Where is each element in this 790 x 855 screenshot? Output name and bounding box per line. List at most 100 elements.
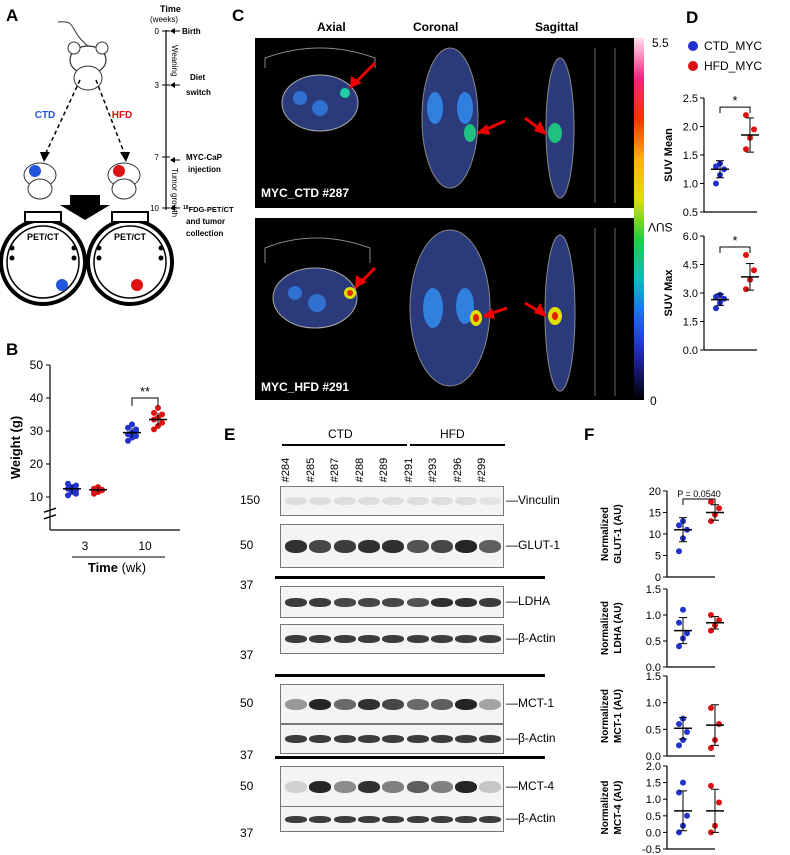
- y-tick-label: 20: [30, 457, 44, 471]
- blot-protein-label: —LDHA: [506, 594, 551, 608]
- y-tick-label: 30: [30, 424, 44, 438]
- blot-band: [455, 497, 478, 505]
- blot-band: [333, 699, 356, 710]
- y-tick-label: 20: [649, 486, 661, 498]
- y-tick-label: 1.5: [646, 778, 661, 790]
- blot-band: [455, 781, 478, 793]
- blot-band: [357, 699, 380, 710]
- blot-band: [430, 699, 453, 710]
- data-point: [708, 627, 714, 634]
- svg-text:0: 0: [155, 27, 160, 36]
- data-point: [716, 505, 722, 512]
- significance-label: *: [732, 233, 737, 248]
- blot-band: [430, 635, 453, 643]
- pet-image-hfd: MYC_HFD #291: [255, 218, 635, 400]
- chart-mct1: 0.0 0.5 1.0 1.5 Normalized MCT-1 (AU): [600, 671, 724, 762]
- legend-hfd-label: HFD_MYC: [704, 59, 763, 73]
- blot-band: [357, 816, 380, 823]
- blot-band: [285, 781, 307, 793]
- svg-text:18FDG-PET/CT: 18FDG-PET/CT: [183, 205, 234, 214]
- data-point: [676, 721, 682, 727]
- blot-protein-label: —β-Actin: [506, 631, 556, 645]
- legend-hfd-marker: [688, 61, 698, 71]
- y-tick-label: 0.5: [683, 207, 698, 219]
- blot-marker-label: 50: [240, 538, 254, 552]
- blot-band: [285, 497, 307, 505]
- significance-bracket: [719, 106, 751, 114]
- x-tick-label: 10: [138, 539, 152, 553]
- timeline-tick-0: 0 Birth: [155, 27, 201, 36]
- y-tick-label: 3.0: [683, 288, 698, 300]
- blot-band: [309, 635, 332, 643]
- blot-band: [406, 816, 429, 823]
- blot-band: [406, 735, 429, 743]
- data-point: [743, 252, 749, 258]
- data-point: [743, 286, 749, 293]
- view-coronal-label: Coronal: [413, 20, 459, 34]
- blot-marker-label: 37: [240, 826, 254, 840]
- y-tick-label: 0: [655, 572, 661, 583]
- group-hfd-label: HFD: [440, 427, 465, 441]
- blot-band: [285, 635, 307, 643]
- blot-separator: [275, 576, 545, 579]
- blot-band: [285, 735, 307, 743]
- blot-strip: [280, 806, 504, 832]
- blot-band: [309, 699, 332, 710]
- y-axis-label: Normalized MCT-4 (AU): [600, 781, 624, 835]
- pet-row-label-ctd: MYC_CTD #287: [261, 186, 350, 200]
- lane-label: #287: [329, 457, 342, 483]
- y-tick-label: 40: [30, 391, 44, 405]
- blot-band: [479, 699, 502, 710]
- svg-text:injection: injection: [188, 165, 221, 174]
- y-tick-label: 2.0: [646, 761, 661, 773]
- significance-bracket: [719, 246, 751, 253]
- blot-strip: [280, 724, 504, 754]
- suv-colorbar: [634, 38, 644, 400]
- blot-band: [455, 540, 478, 553]
- svg-text:and tumor: and tumor: [186, 217, 225, 226]
- time-unit: (weeks): [150, 15, 178, 24]
- ctd-label: CTD: [35, 110, 56, 121]
- blot-protein-label: —MCT-4: [506, 779, 554, 793]
- view-axial-label: Axial: [317, 20, 346, 34]
- svg-text:PET/CT: PET/CT: [114, 232, 147, 242]
- data-point: [743, 112, 749, 119]
- blot-area: —Vinculin 150 —GLUT-1 50 —LDHA 37 —β-Actin 37 —M…: [230, 486, 590, 840]
- blot-band: [430, 598, 453, 607]
- y-axis-label: Weight (g): [8, 416, 23, 479]
- blot-band: [309, 540, 332, 553]
- timeline-tick-3: 3 Diet switch: [155, 73, 211, 97]
- blot-band: [309, 781, 332, 793]
- legend-ctd-marker: [688, 41, 698, 51]
- blot-protein-label: —GLUT-1: [506, 538, 561, 552]
- data-point: [743, 146, 749, 153]
- blot-band: [406, 497, 429, 505]
- data-point: [708, 518, 714, 525]
- panel-letter-a: A: [6, 6, 19, 25]
- blot-band: [333, 635, 356, 643]
- y-tick-label: 10: [649, 529, 661, 541]
- data-point: [684, 630, 690, 637]
- lane-label: #288: [353, 457, 366, 483]
- blot-band: [382, 598, 405, 607]
- svg-text:Birth: Birth: [182, 27, 201, 36]
- data-point: [159, 411, 165, 418]
- y-tick-label: 1.5: [683, 317, 698, 329]
- lane-label: #291: [402, 457, 415, 483]
- timeline-tick-7: 7 MYC-CaP injection: [155, 153, 223, 174]
- data-point: [129, 421, 135, 428]
- y-tick-label: 6.0: [683, 231, 698, 243]
- blot-band: [479, 598, 502, 607]
- mouse-top-icon: [57, 21, 109, 91]
- data-point: [133, 426, 139, 433]
- y-tick-label: 15: [649, 508, 661, 520]
- panel-letter-d: D: [686, 8, 699, 27]
- lane-labels: #284 #285 #287 #288 #289 #291 #293 #296 #299: [280, 448, 505, 490]
- blot-band: [382, 540, 405, 553]
- blot-band: [333, 781, 356, 793]
- blot-band: [455, 816, 478, 823]
- data-point: [708, 705, 714, 711]
- axis-break: [43, 507, 57, 513]
- svg-text:PET/CT: PET/CT: [27, 232, 60, 242]
- blot-band: [406, 635, 429, 643]
